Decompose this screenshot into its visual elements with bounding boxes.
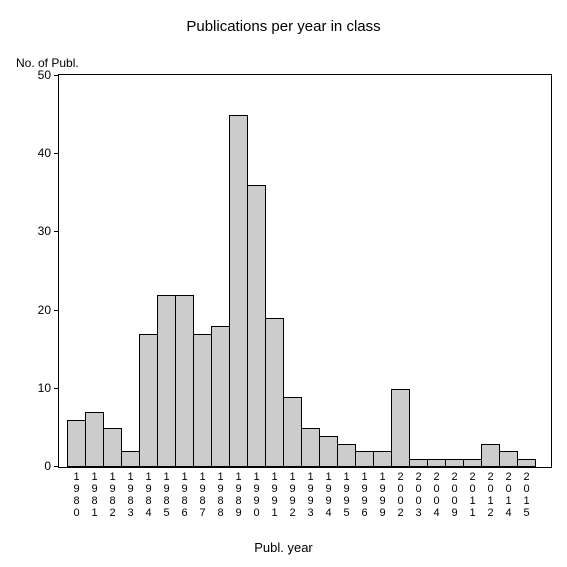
- x-tick-label: 2012: [481, 471, 500, 519]
- y-tick-label: 20: [38, 303, 51, 317]
- x-tick-label: 1995: [337, 471, 356, 519]
- bar: [319, 436, 338, 467]
- bar: [229, 115, 248, 467]
- bar: [427, 459, 446, 467]
- x-tick-label: 1987: [193, 471, 212, 519]
- chart-container: Publications per year in class No. of Pu…: [0, 0, 567, 567]
- y-tick: [54, 153, 59, 154]
- bar: [517, 459, 536, 467]
- bar: [175, 295, 194, 467]
- x-tick-label: 2011: [463, 471, 482, 519]
- bar: [409, 459, 428, 467]
- y-tick-label: 10: [38, 381, 51, 395]
- bar: [283, 397, 302, 467]
- bar: [85, 412, 104, 467]
- x-tick-label: 1981: [85, 471, 104, 519]
- bars-group: [67, 75, 536, 467]
- y-tick: [54, 388, 59, 389]
- bar: [211, 326, 230, 467]
- x-tick-label: 1986: [175, 471, 194, 519]
- x-tick-label: 1994: [319, 471, 338, 519]
- x-tick-label: 2015: [517, 471, 536, 519]
- bar: [463, 459, 482, 467]
- x-tick-label: 1985: [157, 471, 176, 519]
- chart-title: Publications per year in class: [0, 18, 567, 35]
- bar: [103, 428, 122, 467]
- x-tick-label: 1996: [355, 471, 374, 519]
- bar: [337, 444, 356, 467]
- bar: [373, 451, 392, 467]
- bar: [481, 444, 500, 467]
- x-tick-label: 2009: [445, 471, 464, 519]
- x-axis-label: Publ. year: [0, 540, 567, 555]
- y-tick: [54, 75, 59, 76]
- x-tick-label: 2002: [391, 471, 410, 519]
- x-tick-label: 2003: [409, 471, 428, 519]
- x-tick-label: 1980: [67, 471, 86, 519]
- x-tick-label: 1999: [373, 471, 392, 519]
- bar: [247, 185, 266, 467]
- bar: [355, 451, 374, 467]
- y-tick-label: 50: [38, 68, 51, 82]
- x-tick-label: 1990: [247, 471, 266, 519]
- bar: [193, 334, 212, 467]
- x-tick-label: 1991: [265, 471, 284, 519]
- x-tick-label: 1988: [211, 471, 230, 519]
- x-tick-label: 1993: [301, 471, 320, 519]
- bar: [139, 334, 158, 467]
- bar: [157, 295, 176, 467]
- x-tick-label: 1989: [229, 471, 248, 519]
- bar: [445, 459, 464, 467]
- x-tick-labels: 1980198119821983198419851986198719881989…: [67, 471, 536, 519]
- x-tick-label: 2014: [499, 471, 518, 519]
- x-tick-label: 1992: [283, 471, 302, 519]
- y-tick-label: 0: [44, 459, 51, 473]
- bar: [67, 420, 86, 467]
- x-tick-label: 1983: [121, 471, 140, 519]
- bar: [391, 389, 410, 467]
- bar: [301, 428, 320, 467]
- y-tick: [54, 466, 59, 467]
- x-tick-label: 1984: [139, 471, 158, 519]
- y-tick-label: 40: [38, 146, 51, 160]
- bar: [265, 318, 284, 467]
- y-tick-label: 30: [38, 224, 51, 238]
- x-tick-label: 2004: [427, 471, 446, 519]
- x-tick-label: 1982: [103, 471, 122, 519]
- bar: [121, 451, 140, 467]
- plot-area: 1980198119821983198419851986198719881989…: [58, 74, 552, 468]
- y-tick: [54, 231, 59, 232]
- bar: [499, 451, 518, 467]
- y-tick: [54, 310, 59, 311]
